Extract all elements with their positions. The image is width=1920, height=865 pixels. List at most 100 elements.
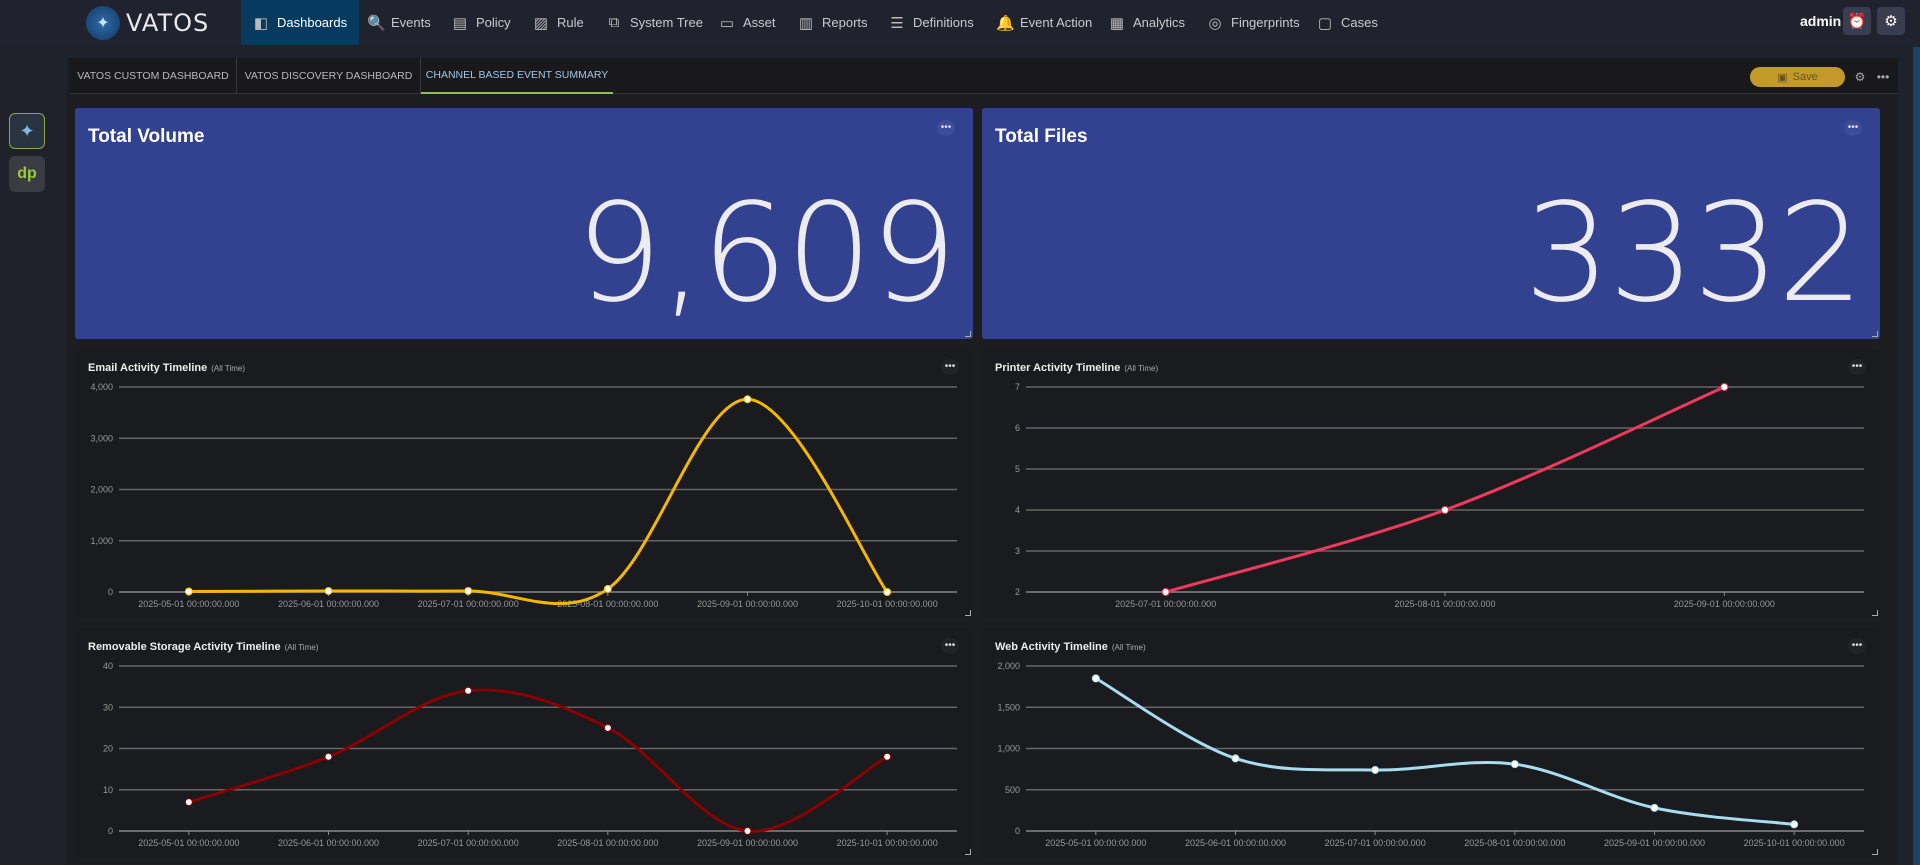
total-volume-panel: Total Volume ••• 9,609 bbox=[75, 108, 973, 339]
line-chart: 2 3 4 5 6 7 2025-07-01 00:00:00.000 2025-08-01 … bbox=[1015, 382, 1864, 609]
more-icon: ••• bbox=[1876, 70, 1890, 84]
chart-menu-button[interactable]: ••• bbox=[941, 359, 959, 375]
save-button[interactable]: ▣ Save bbox=[1750, 67, 1845, 87]
resize-handle[interactable] bbox=[965, 331, 971, 337]
y-tick-label: 3,000 bbox=[90, 433, 113, 443]
y-tick-label: 4 bbox=[1015, 505, 1020, 515]
nav-definitions[interactable]: ☰ Definitions bbox=[889, 0, 973, 45]
stat-value: 3332 bbox=[1523, 175, 1864, 333]
nav-label: Rule bbox=[557, 15, 584, 30]
nav-policy[interactable]: ▤ Policy bbox=[452, 0, 511, 45]
gear-icon: ⚙ bbox=[1854, 70, 1866, 84]
nav-cases[interactable]: ▢ Cases bbox=[1317, 0, 1378, 45]
tab-channel-based-event-summary[interactable]: CHANNEL BASED EVENT SUMMARY bbox=[421, 58, 613, 94]
chart-panel-removable-storage-activity-timeline: 0 10 20 30 40 2025-05-01 00:00:00.000 2025-06-… bbox=[75, 628, 973, 857]
y-tick-label: 2,000 bbox=[90, 485, 113, 495]
y-tick-label: 0 bbox=[108, 826, 113, 836]
resize-handle[interactable] bbox=[1872, 849, 1878, 855]
nav-reports[interactable]: ▥ Reports bbox=[798, 0, 868, 45]
data-point bbox=[1720, 383, 1729, 391]
data-point bbox=[1091, 674, 1100, 683]
chart-menu-button[interactable]: ••• bbox=[1848, 359, 1866, 375]
y-tick-label: 2,000 bbox=[997, 661, 1020, 671]
nav-analytics[interactable]: ▦ Analytics bbox=[1109, 0, 1185, 45]
panel-title: Total Files bbox=[995, 126, 1088, 147]
nav-label: Events bbox=[391, 15, 431, 30]
data-point bbox=[743, 827, 752, 835]
resize-handle[interactable] bbox=[965, 849, 971, 855]
nav-events[interactable]: 🔍 Events bbox=[367, 0, 431, 45]
data-point bbox=[603, 723, 612, 732]
total-files-panel: Total Files ••• 3332 bbox=[982, 108, 1880, 339]
dashboard-tabs: VATOS CUSTOM DASHBOARD VATOS DISCOVERY D… bbox=[70, 58, 1898, 94]
panel-menu-button[interactable]: ••• bbox=[1844, 120, 1862, 136]
panel-menu-button[interactable]: ••• bbox=[937, 120, 955, 136]
line-chart: 0 1,000 2,000 3,000 4,000 2025-05-01 00:00:00… bbox=[90, 382, 957, 609]
data-point bbox=[184, 798, 193, 807]
chart-menu-button[interactable]: ••• bbox=[1848, 638, 1866, 654]
alarm-icon: ⏰ bbox=[1847, 13, 1867, 30]
x-tick-label: 2025-09-01 00:00:00.000 bbox=[1604, 838, 1705, 848]
y-tick-label: 0 bbox=[1015, 826, 1020, 836]
dp-logo-icon: dp bbox=[17, 165, 37, 182]
nav-asset[interactable]: ▭ Asset bbox=[719, 0, 776, 45]
x-tick-label: 2025-08-01 00:00:00.000 bbox=[1464, 838, 1565, 848]
data-point bbox=[883, 588, 892, 596]
nav-rule[interactable]: ▨ Rule bbox=[533, 0, 584, 45]
chart-menu-button[interactable]: ••• bbox=[941, 638, 959, 654]
y-tick-label: 3 bbox=[1015, 546, 1020, 556]
nav-dashboards[interactable]: ◧ Dashboards bbox=[241, 0, 360, 45]
x-tick-label: 2025-05-01 00:00:00.000 bbox=[138, 838, 239, 848]
data-point bbox=[1510, 760, 1519, 769]
chart-subtitle: (All Time) bbox=[211, 364, 245, 373]
dashboard-more-button[interactable]: ••• bbox=[1873, 67, 1893, 87]
dashboard-icon: ◧ bbox=[253, 14, 269, 32]
y-tick-label: 30 bbox=[103, 702, 113, 712]
data-point bbox=[743, 395, 752, 404]
x-tick-label: 2025-08-01 00:00:00.000 bbox=[557, 599, 658, 609]
nav-system-tree[interactable]: ⧉ System Tree bbox=[606, 0, 703, 45]
settings-button[interactable]: ⚙ bbox=[1877, 7, 1905, 35]
resize-handle[interactable] bbox=[1872, 610, 1878, 616]
x-tick-label: 2025-09-01 00:00:00.000 bbox=[697, 599, 798, 609]
x-tick-label: 2025-05-01 00:00:00.000 bbox=[1045, 838, 1146, 848]
alarm-bell-button[interactable]: ⏰ bbox=[1843, 7, 1871, 35]
nav-label: Reports bbox=[822, 15, 868, 30]
x-tick-label: 2025-10-01 00:00:00.000 bbox=[1744, 838, 1845, 848]
tab-vatos-custom-dashboard[interactable]: VATOS CUSTOM DASHBOARD bbox=[70, 58, 237, 94]
series-line bbox=[1165, 385, 1725, 594]
document-icon: ▤ bbox=[452, 14, 468, 32]
stat-value: 9,609 bbox=[575, 175, 957, 333]
save-label: Save bbox=[1792, 71, 1818, 83]
dashboard-settings-button[interactable]: ⚙ bbox=[1850, 67, 1870, 87]
chart-panel-email-activity-timeline: 0 1,000 2,000 3,000 4,000 2025-05-01 00:00:00… bbox=[75, 349, 973, 618]
resize-handle[interactable] bbox=[965, 610, 971, 616]
y-tick-label: 1,000 bbox=[997, 744, 1020, 754]
nav-event-action[interactable]: 🔔 Event Action bbox=[996, 0, 1092, 45]
vatos-logo[interactable]: ✦ VATOS bbox=[86, 6, 209, 40]
x-tick-label: 2025-08-01 00:00:00.000 bbox=[557, 838, 658, 848]
nav-label: Dashboards bbox=[277, 15, 348, 30]
nav-label: Analytics bbox=[1133, 15, 1186, 30]
scrollbar[interactable] bbox=[1913, 47, 1920, 865]
data-point bbox=[603, 584, 612, 593]
chart-title: Email Activity Timeline (All Time) bbox=[88, 362, 245, 374]
sidebar-dp-app[interactable]: dp bbox=[9, 156, 45, 192]
x-tick-label: 2025-06-01 00:00:00.000 bbox=[278, 838, 379, 848]
list-icon: ☰ bbox=[890, 14, 904, 32]
x-tick-label: 2025-09-01 00:00:00.000 bbox=[1674, 599, 1775, 609]
y-tick-label: 500 bbox=[1005, 785, 1020, 795]
sidebar-vatos-app[interactable]: ✦ bbox=[9, 113, 45, 149]
nav-label: Policy bbox=[476, 15, 511, 30]
chart-subtitle: (All Time) bbox=[1111, 643, 1146, 652]
eagle-icon: ✦ bbox=[19, 120, 35, 141]
data-point bbox=[324, 752, 333, 761]
series-line bbox=[1095, 677, 1795, 826]
tab-vatos-discovery-dashboard[interactable]: VATOS DISCOVERY DASHBOARD bbox=[237, 58, 421, 94]
data-point bbox=[1371, 765, 1380, 774]
x-tick-label: 2025-06-01 00:00:00.000 bbox=[1185, 838, 1286, 848]
user-name[interactable]: admin bbox=[1800, 13, 1842, 29]
nav-fingerprints[interactable]: ◎ Fingerprints bbox=[1207, 0, 1299, 45]
nav-label: System Tree bbox=[630, 15, 703, 30]
resize-handle[interactable] bbox=[1872, 331, 1878, 337]
